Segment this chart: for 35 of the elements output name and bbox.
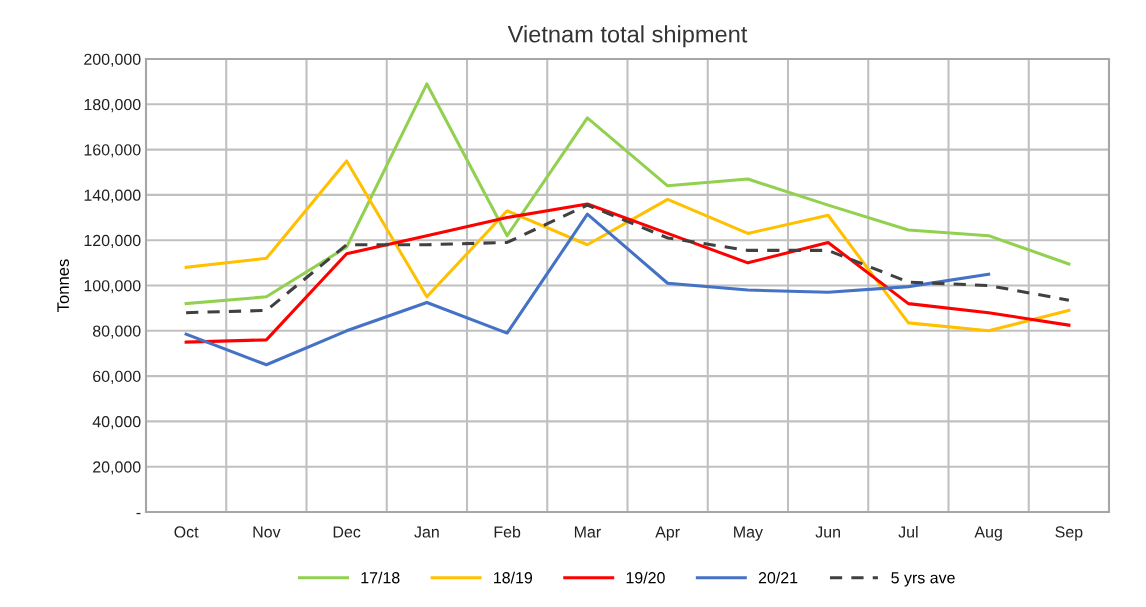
y-tick-label: 80,000 [92, 325, 141, 339]
legend-label: 5 yrs ave [891, 572, 955, 587]
line-series [184, 212, 991, 367]
x-tick-label: Aug [974, 526, 1002, 541]
x-tick-label: Dec [333, 526, 361, 538]
x-tick-label: Jul [898, 525, 918, 538]
y-tick-label: 180,000 [84, 98, 141, 113]
line-series [184, 159, 1071, 333]
x-tick-label: Sep [1055, 526, 1083, 541]
legend-label: 17/18 [361, 571, 400, 584]
line-series [184, 203, 1071, 315]
y-tick-label: 60,000 [93, 370, 141, 384]
y-tick-label: - [136, 512, 141, 515]
y-tick-label: 20,000 [93, 461, 141, 475]
x-tick-label: Feb [494, 525, 521, 538]
y-tick-label: 100,000 [84, 280, 141, 294]
x-tick-label: Jun [815, 526, 840, 538]
x-tick-label: May [734, 526, 763, 541]
x-tick-label: Mar [574, 526, 601, 538]
x-tick-label: Apr [655, 526, 680, 541]
y-tick-label: 160,000 [84, 144, 141, 158]
chart-title: Vietnam total shipment [507, 25, 748, 48]
line-series [184, 202, 1071, 344]
y-tick-label: 200,000 [84, 53, 141, 67]
y-tick-label: 120,000 [84, 234, 141, 249]
line-series [184, 82, 1071, 306]
y-tick-label: 140,000 [84, 189, 141, 203]
legend-label: 19/20 [626, 571, 665, 584]
legend-label: 20/21 [758, 571, 798, 584]
x-tick-label: Jan [414, 526, 439, 538]
y-axis-title: Tonnes [57, 259, 69, 312]
legend-label: 18/19 [494, 571, 533, 584]
x-tick-label: Oct [174, 526, 199, 538]
y-tick-label: 40,000 [92, 416, 141, 430]
x-tick-label: Nov [253, 526, 281, 538]
